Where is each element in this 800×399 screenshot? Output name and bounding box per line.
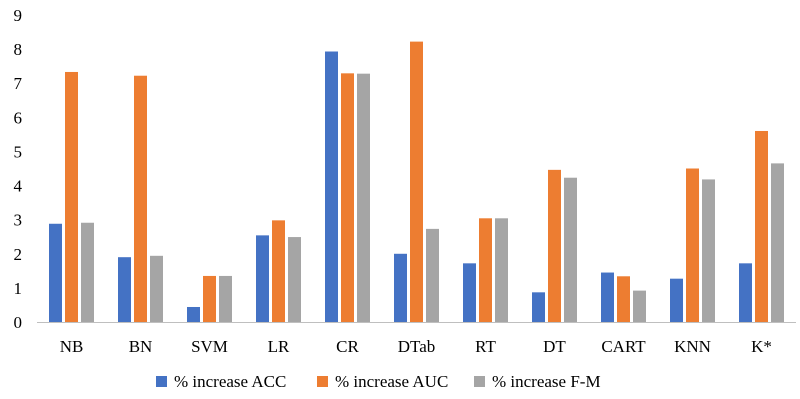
x-tick-label: RT — [475, 337, 496, 356]
bar-auc — [410, 41, 423, 323]
legend-label: % increase AUC — [335, 372, 448, 391]
bar-fm — [357, 73, 370, 322]
x-tick-label: DTab — [398, 337, 436, 356]
bar-acc — [256, 235, 269, 322]
bar-auc — [272, 220, 285, 322]
bar-fm — [771, 163, 784, 322]
y-tick-label: 3 — [14, 211, 23, 230]
x-tick-label: SVM — [191, 337, 228, 356]
bar-auc — [341, 73, 354, 322]
bar-fm — [150, 255, 163, 322]
bar-auc — [548, 169, 561, 322]
bar-acc — [394, 253, 407, 322]
y-tick-label: 5 — [14, 142, 23, 161]
y-tick-label: 2 — [14, 245, 23, 264]
x-tick-label: K* — [751, 337, 772, 356]
bar-acc — [325, 51, 338, 322]
bars — [49, 41, 784, 323]
bar-fm — [288, 237, 301, 322]
bar-auc — [134, 75, 147, 322]
x-tick-label: BN — [129, 337, 153, 356]
bar-auc — [617, 276, 630, 322]
legend-label: % increase F-M — [492, 372, 601, 391]
bar-fm — [426, 228, 439, 322]
bar-fm — [495, 218, 508, 322]
y-tick-label: 9 — [14, 6, 23, 25]
bar-auc — [755, 130, 768, 322]
bar-acc — [463, 263, 476, 322]
bar-auc — [203, 275, 216, 322]
x-axis-labels: NB BN SVM LR CR DTab RT DT CART KNN K* — [60, 337, 772, 356]
y-tick-label: 7 — [14, 74, 23, 93]
legend-label: % increase ACC — [174, 372, 286, 391]
legend-swatch — [156, 376, 167, 387]
bar-acc — [118, 257, 131, 322]
bar-acc — [532, 292, 545, 322]
x-tick-label: DT — [543, 337, 566, 356]
y-tick-label: 4 — [14, 177, 23, 196]
bar-acc — [49, 223, 62, 322]
bar-acc — [670, 278, 683, 322]
legend: % increase ACC % increase AUC % increase F… — [156, 372, 601, 391]
y-tick-label: 8 — [14, 40, 23, 59]
x-tick-label: KNN — [674, 337, 711, 356]
bar-auc — [686, 168, 699, 322]
y-tick-label: 6 — [14, 108, 23, 127]
x-tick-label: LR — [268, 337, 290, 356]
x-tick-label: NB — [60, 337, 84, 356]
bar-fm — [702, 179, 715, 322]
y-axis: 0 1 2 3 4 5 6 7 8 9 — [14, 6, 23, 332]
bar-acc — [601, 272, 614, 322]
legend-swatch — [474, 376, 485, 387]
bar-fm — [633, 290, 646, 322]
y-tick-label: 1 — [14, 279, 23, 298]
x-tick-label: CR — [336, 337, 359, 356]
bar-fm — [81, 222, 94, 322]
bar-fm — [219, 275, 232, 322]
bar-auc — [65, 71, 78, 322]
bar-acc — [739, 263, 752, 322]
y-tick-label: 0 — [14, 313, 23, 332]
bar-fm — [564, 177, 577, 322]
bar-acc — [187, 306, 200, 322]
legend-swatch — [317, 376, 328, 387]
x-tick-label: CART — [601, 337, 646, 356]
bar-auc — [479, 218, 492, 322]
